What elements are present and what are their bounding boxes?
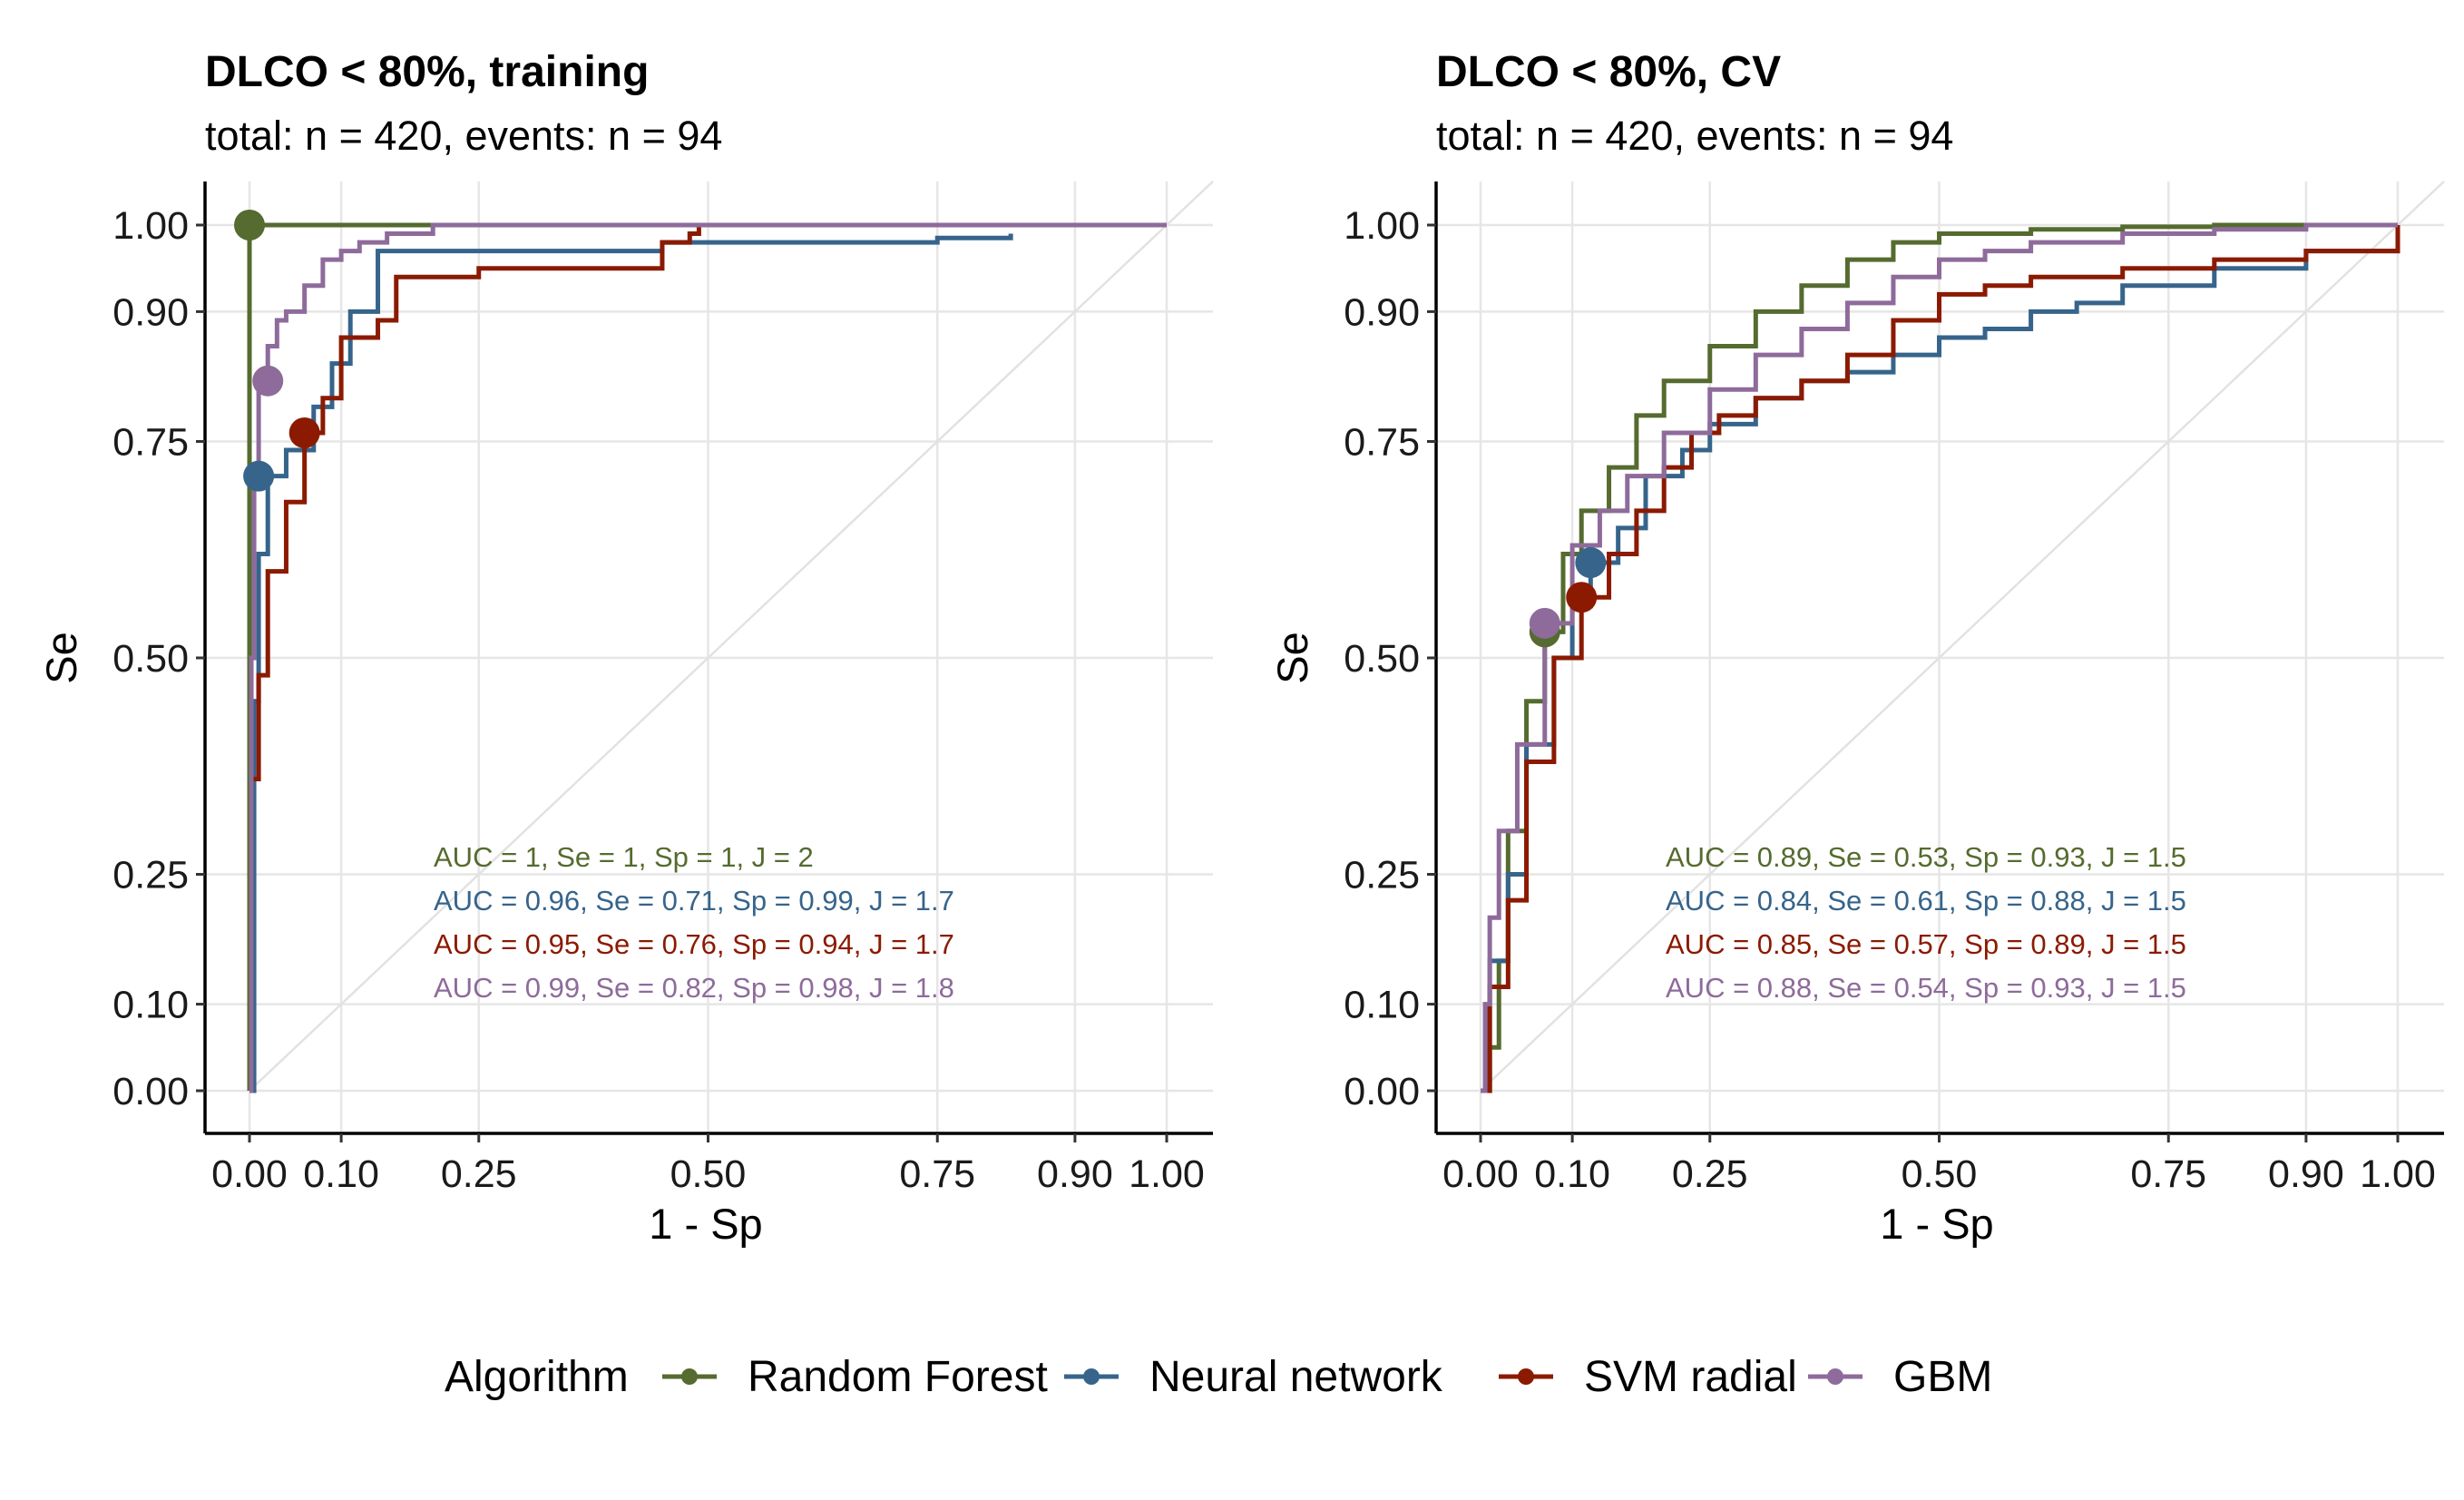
auc-annotation-svm-radial: AUC = 0.95, Se = 0.76, Sp = 0.94, J = 1.… [434,928,954,960]
panel-title: DLCO < 80%, training [205,48,649,96]
x-tick-label: 0.50 [670,1152,747,1196]
series-line-random-forest [1481,222,2398,1093]
cutoff-point-gbm [1529,607,1560,639]
y-tick-label: 0.75 [1344,421,1420,465]
legend-title: Algorithm [445,1353,629,1401]
y-tick-label: 0.25 [112,854,189,897]
legend-swatch-dot [1518,1368,1534,1385]
y-axis-label: Se [37,632,85,684]
auc-annotation-neural-network: AUC = 0.84, Se = 0.61, Sp = 0.88, J = 1.… [1666,885,2186,917]
x-tick-label: 0.90 [1037,1152,1113,1196]
cutoff-point-neural-network [1575,547,1607,579]
panel-subtitle: total: n = 420, events: n = 94 [1436,113,1953,159]
auc-annotation-random-forest: AUC = 1, Se = 1, Sp = 1, J = 2 [434,841,814,873]
roc-panel-training: DLCO < 80%, training total: n = 420, eve… [37,48,1214,1248]
auc-annotation-gbm: AUC = 0.99, Se = 0.82, Sp = 0.98, J = 1.… [434,972,954,1004]
cutoff-point-gbm [252,365,284,397]
cutoff-point-neural-network [243,460,275,492]
legend-label: GBM [1893,1353,1992,1401]
y-tick-label: 0.50 [1344,637,1420,681]
y-tick-label: 1.00 [112,204,189,248]
legend-item-svm-radial: SVM radial [1499,1353,1797,1401]
legend-item-random-forest: Random Forest [662,1353,1048,1401]
legend-label: Random Forest [748,1353,1048,1401]
y-tick-label: 0.10 [1344,984,1420,1027]
panel-subtitle: total: n = 420, events: n = 94 [205,113,722,159]
legend-label: Neural network [1149,1353,1443,1401]
y-tick-label: 0.25 [1344,854,1420,897]
legend-item-gbm: GBM [1808,1353,1992,1401]
x-tick-label: 0.90 [2268,1152,2344,1196]
y-tick-label: 0.50 [112,637,189,681]
x-axis-label: 1 - Sp [649,1200,762,1248]
x-tick-label: 0.10 [303,1152,379,1196]
auc-annotation-random-forest: AUC = 0.89, Se = 0.53, Sp = 0.93, J = 1.… [1666,841,2186,873]
y-axis-label: Se [1268,632,1316,684]
panel-title: DLCO < 80%, CV [1436,48,1781,96]
series-line-svm-radial [249,225,701,1093]
x-tick-label: 0.75 [2130,1152,2206,1196]
series-line-gbm [1481,222,2398,1093]
series-line-svm-radial [1481,225,2400,1093]
y-tick-label: 0.75 [112,421,189,465]
auc-annotation-gbm: AUC = 0.88, Se = 0.54, Sp = 0.93, J = 1.… [1666,972,2186,1004]
auc-annotation-neural-network: AUC = 0.96, Se = 0.71, Sp = 0.99, J = 1.… [434,885,954,917]
legend-swatch-dot [1083,1368,1100,1385]
x-tick-label: 0.50 [1902,1152,1978,1196]
x-tick-label: 0.75 [899,1152,975,1196]
reference-diagonal [249,180,1214,1092]
y-tick-label: 0.90 [112,290,189,334]
legend-item-neural-network: Neural network [1064,1353,1443,1401]
reference-diagonal [1480,180,2445,1092]
x-tick-label: 0.00 [1442,1152,1519,1196]
x-tick-label: 1.00 [1129,1152,1205,1196]
plot-area: 0.00 0.10 0.25 0.50 0.75 0.90 1.00 0.00 0.10 0.25… [112,180,1214,1196]
y-tick-label: 0.10 [112,984,189,1027]
x-tick-label: 0.25 [441,1152,517,1196]
x-tick-label: 1.00 [2360,1152,2436,1196]
y-tick-label: 0.90 [1344,290,1420,334]
cutoff-point-svm-radial [1566,582,1598,613]
x-tick-label: 0.00 [211,1152,288,1196]
x-tick-label: 0.25 [1672,1152,1748,1196]
legend: Algorithm Random Forest Neural network SVM… [445,1353,1992,1401]
cutoff-point-svm-radial [288,417,320,448]
y-tick-label: 0.00 [112,1070,189,1113]
legend-swatch-dot [1827,1368,1843,1385]
auc-annotation-svm-radial: AUC = 0.85, Se = 0.57, Sp = 0.89, J = 1.… [1666,928,2186,960]
y-tick-label: 1.00 [1344,204,1420,248]
plot-area: 0.00 0.10 0.25 0.50 0.75 0.90 1.00 0.00 0.10 0.25… [1344,180,2445,1196]
x-axis-label: 1 - Sp [1880,1200,1993,1248]
cutoff-point-random-forest [234,210,265,240]
legend-label: SVM radial [1584,1353,1797,1401]
y-tick-label: 0.00 [1344,1070,1420,1113]
roc-panel-cv: DLCO < 80%, CV total: n = 420, events: n… [1268,48,2445,1248]
x-tick-label: 0.10 [1534,1152,1610,1196]
legend-swatch-dot [681,1368,698,1385]
